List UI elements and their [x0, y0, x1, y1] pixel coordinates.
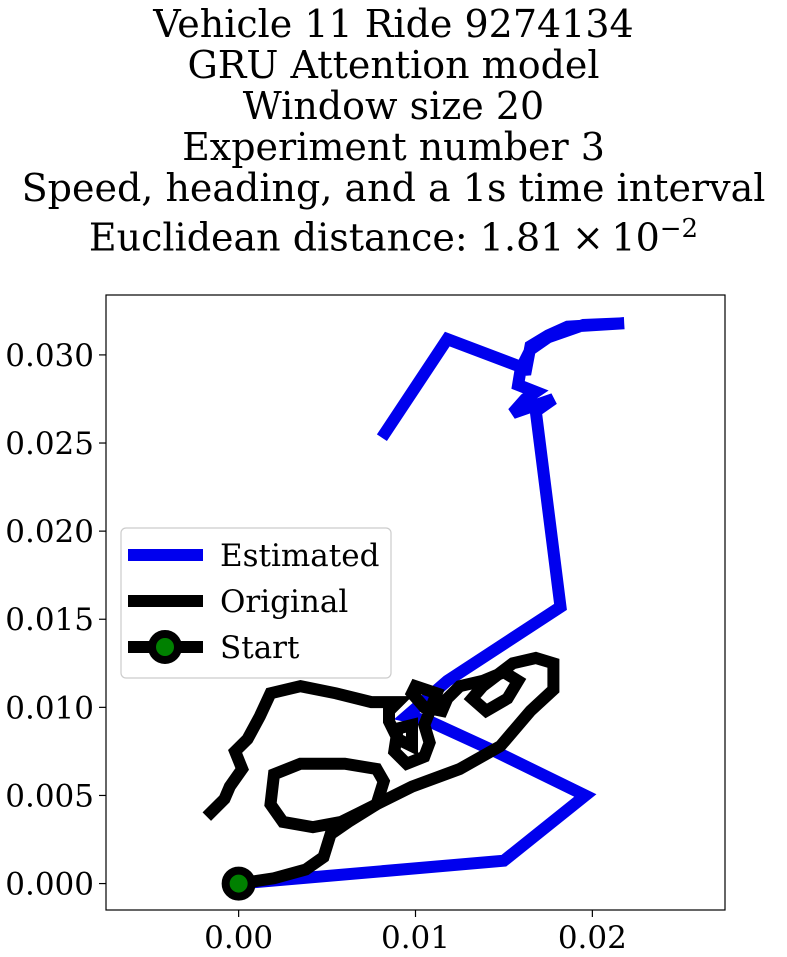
title-line-window: Window size 20	[242, 84, 545, 128]
y-tick-label: 0.030	[5, 338, 94, 374]
title-line-distance: Euclidean distance: 1.81 × 10−2	[0, 209, 787, 259]
y-tick-label: 0.020	[5, 514, 94, 550]
x-tick-label: 0.02	[558, 920, 627, 956]
legend-label-start: Start	[220, 630, 300, 666]
legend-start-marker	[148, 630, 182, 664]
title-line-experiment: Experiment number 3	[182, 125, 605, 169]
distance-exponent: −2	[659, 214, 699, 244]
legend-label-estimated: Estimated	[220, 538, 379, 574]
title-line-features: Speed, heading, and a 1s time interval	[21, 166, 766, 210]
y-tick-label: 0.010	[5, 690, 94, 726]
legend-label-original: Original	[220, 584, 348, 620]
y-tick-label: 0.015	[5, 602, 94, 638]
series-line-original-1	[202, 651, 560, 890]
legend: Estimated Original Start	[120, 527, 392, 679]
x-tick-label: 0.00	[204, 920, 273, 956]
y-axis: 0.000 0.005 0.010 0.015 0.020 0.025 0.030	[5, 338, 106, 903]
y-tick-label: 0.025	[5, 426, 94, 462]
start-marker	[221, 866, 256, 901]
x-tick-label: 0.01	[381, 920, 450, 956]
series-line-original-2	[264, 757, 391, 834]
distance-times: ×	[571, 215, 604, 260]
chart-title: Vehicle 11 Ride 9274134 GRU Attention mo…	[0, 0, 787, 259]
distance-label: Euclidean distance: 1.81	[88, 215, 565, 260]
legend-box	[120, 527, 392, 679]
y-tick-label: 0.000	[5, 867, 94, 903]
title-line-vehicle: Vehicle 11 Ride 9274134	[153, 2, 634, 46]
series-layer	[202, 317, 625, 901]
y-tick-label: 0.005	[5, 778, 94, 814]
x-axis: 0.00 0.01 0.02	[204, 910, 627, 956]
distance-base: 10	[611, 215, 660, 260]
title-line-model: GRU Attention model	[187, 43, 600, 87]
